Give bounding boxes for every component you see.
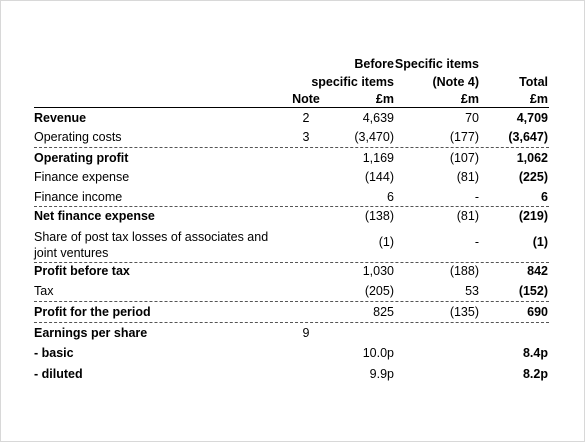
cell-specific: 53 [465, 284, 479, 298]
row-label: - diluted [34, 367, 83, 381]
header-before: Before [354, 57, 394, 71]
header-before: £m [375, 92, 394, 106]
cell-total: 842 [527, 264, 548, 278]
dashed-rule [34, 206, 549, 207]
dashed-rule [34, 262, 549, 263]
row-label: Share of post tax losses of associates a… [34, 230, 269, 260]
header-specific: (Note 4) [432, 75, 479, 89]
header-specific: £m [460, 92, 479, 106]
cell-total: (219) [518, 209, 548, 223]
cell-total: 690 [527, 305, 548, 319]
cell-before: 4,639 [362, 111, 394, 125]
cell-before: 6 [387, 190, 394, 204]
cell-total: (3,647) [508, 130, 548, 144]
cell-before: (138) [364, 209, 394, 223]
dashed-rule [34, 301, 549, 302]
cell-total: 4,709 [516, 111, 548, 125]
dashed-rule [34, 147, 549, 148]
row-label: Finance income [34, 190, 123, 204]
header-total: Total [519, 75, 548, 89]
cell-before: (1) [378, 235, 394, 249]
cell-specific: (107) [449, 151, 479, 165]
cell-before: 1,169 [362, 151, 394, 165]
cell-specific: (177) [449, 130, 479, 144]
cell-before: (3,470) [354, 130, 394, 144]
cell-total: (1) [532, 235, 548, 249]
dashed-rule [34, 322, 549, 323]
cell-specific: (188) [449, 264, 479, 278]
row-label: - basic [34, 346, 74, 360]
row-label: Tax [34, 284, 54, 298]
row-note: 3 [302, 130, 310, 144]
cell-total: 1,062 [516, 151, 548, 165]
cell-before: (144) [364, 170, 394, 184]
cell-specific: - [474, 190, 479, 204]
header-total: £m [529, 92, 548, 106]
cell-before: 9.9p [369, 367, 394, 381]
header-note: Note [292, 92, 320, 106]
cell-before: 825 [373, 305, 394, 319]
cell-specific: 70 [465, 111, 479, 125]
row-note: 2 [302, 111, 310, 125]
row-label: Finance expense [34, 170, 130, 184]
row-label: Profit before tax [34, 264, 130, 278]
cell-total: 8.2p [522, 367, 548, 381]
row-label: Revenue [34, 111, 87, 125]
cell-before: 1,030 [362, 264, 394, 278]
cell-total: (152) [518, 284, 548, 298]
row-label: Operating costs [34, 130, 122, 144]
cell-total: 8.4p [522, 346, 548, 360]
header-before: specific items [311, 75, 394, 89]
row-note: 9 [302, 326, 310, 340]
cell-specific: (81) [456, 170, 479, 184]
row-label: Operating profit [34, 151, 129, 165]
cell-total: 6 [541, 190, 548, 204]
cell-before: (205) [364, 284, 394, 298]
cell-specific: (81) [456, 209, 479, 223]
row-label: Profit for the period [34, 305, 151, 319]
cell-before: 10.0p [362, 346, 394, 360]
row-label: Earnings per share [34, 326, 148, 340]
cell-specific: (135) [449, 305, 479, 319]
cell-specific: - [474, 235, 479, 249]
header-rule [34, 107, 549, 108]
cell-total: (225) [518, 170, 548, 184]
header-specific: Specific items [394, 57, 479, 71]
row-label: Net finance expense [34, 209, 155, 223]
